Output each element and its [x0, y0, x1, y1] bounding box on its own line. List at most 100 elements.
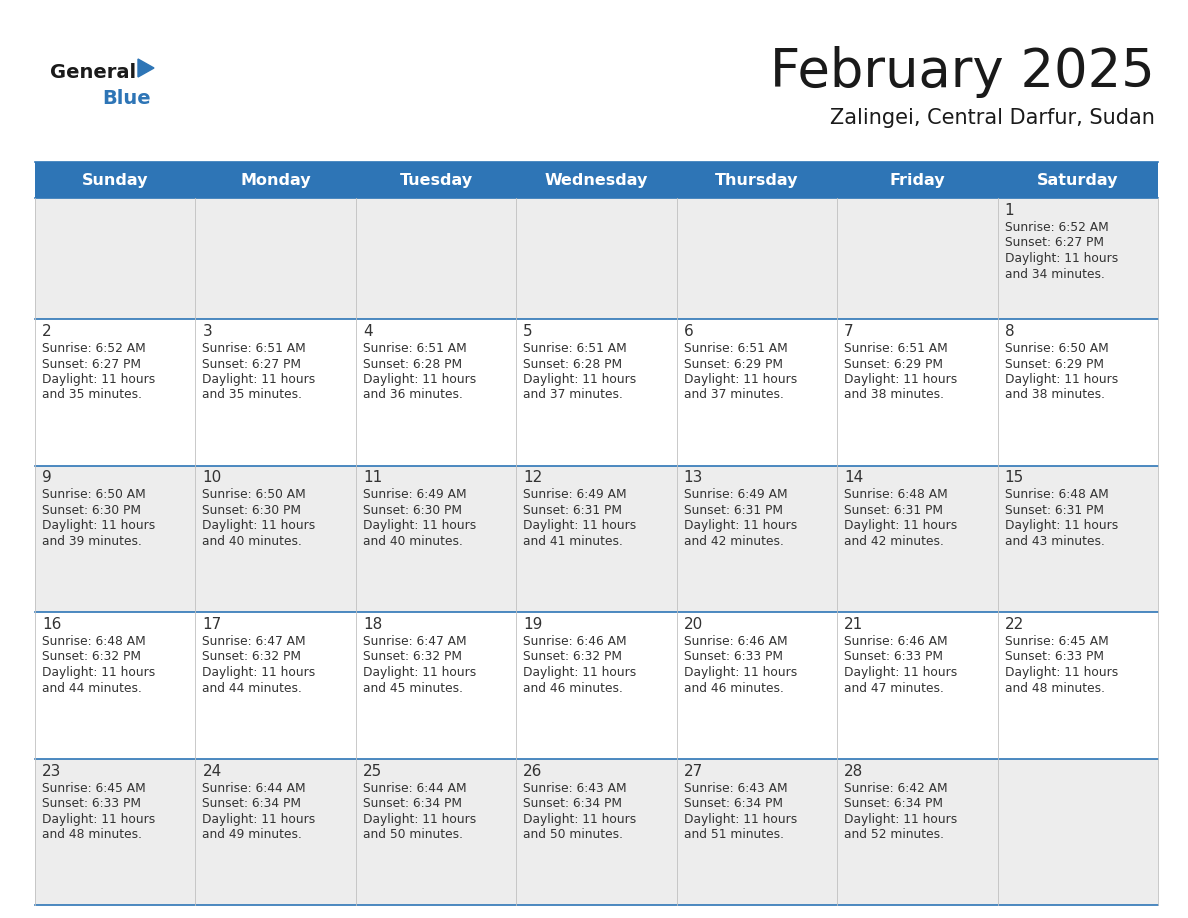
- Bar: [356, 198, 517, 319]
- Text: Daylight: 11 hours: Daylight: 11 hours: [845, 520, 958, 532]
- Text: Sunrise: 6:46 AM: Sunrise: 6:46 AM: [684, 635, 788, 648]
- Bar: [677, 319, 838, 465]
- Text: and 35 minutes.: and 35 minutes.: [42, 388, 143, 401]
- Text: Sunset: 6:34 PM: Sunset: 6:34 PM: [845, 797, 943, 810]
- Text: and 46 minutes.: and 46 minutes.: [523, 681, 624, 695]
- Bar: [517, 319, 677, 465]
- Text: 24: 24: [202, 764, 222, 778]
- Text: Daylight: 11 hours: Daylight: 11 hours: [202, 666, 316, 679]
- Bar: [517, 758, 677, 905]
- Text: and 36 minutes.: and 36 minutes.: [362, 388, 463, 401]
- Bar: [677, 465, 838, 612]
- Text: Sunset: 6:28 PM: Sunset: 6:28 PM: [362, 357, 462, 371]
- Text: Sunrise: 6:52 AM: Sunrise: 6:52 AM: [1005, 221, 1108, 234]
- Text: Sunrise: 6:48 AM: Sunrise: 6:48 AM: [1005, 488, 1108, 501]
- Text: 21: 21: [845, 617, 864, 632]
- Bar: [34, 319, 196, 465]
- Text: and 38 minutes.: and 38 minutes.: [1005, 388, 1105, 401]
- Bar: [356, 758, 517, 905]
- Text: 15: 15: [1005, 471, 1024, 486]
- Text: Sunset: 6:30 PM: Sunset: 6:30 PM: [362, 504, 462, 517]
- Text: Tuesday: Tuesday: [399, 173, 473, 187]
- Text: and 47 minutes.: and 47 minutes.: [845, 681, 944, 695]
- Text: Sunset: 6:27 PM: Sunset: 6:27 PM: [202, 357, 302, 371]
- Text: Sunset: 6:29 PM: Sunset: 6:29 PM: [684, 357, 783, 371]
- Bar: [34, 465, 196, 612]
- Text: Daylight: 11 hours: Daylight: 11 hours: [684, 812, 797, 825]
- Text: Sunset: 6:34 PM: Sunset: 6:34 PM: [202, 797, 302, 810]
- Text: and 38 minutes.: and 38 minutes.: [845, 388, 944, 401]
- Text: Sunset: 6:28 PM: Sunset: 6:28 PM: [523, 357, 623, 371]
- Text: 13: 13: [684, 471, 703, 486]
- Text: Sunset: 6:32 PM: Sunset: 6:32 PM: [202, 651, 302, 664]
- Text: 19: 19: [523, 617, 543, 632]
- Text: Sunset: 6:33 PM: Sunset: 6:33 PM: [42, 797, 141, 810]
- Text: Daylight: 11 hours: Daylight: 11 hours: [523, 812, 637, 825]
- Text: Sunrise: 6:50 AM: Sunrise: 6:50 AM: [202, 488, 307, 501]
- Text: Sunset: 6:32 PM: Sunset: 6:32 PM: [523, 651, 623, 664]
- Bar: [998, 198, 1158, 319]
- Text: 2: 2: [42, 324, 51, 339]
- Text: Daylight: 11 hours: Daylight: 11 hours: [42, 373, 156, 386]
- Text: Daylight: 11 hours: Daylight: 11 hours: [845, 812, 958, 825]
- Text: 10: 10: [202, 471, 222, 486]
- Text: Sunrise: 6:43 AM: Sunrise: 6:43 AM: [684, 781, 788, 794]
- Text: 25: 25: [362, 764, 383, 778]
- Text: Sunrise: 6:52 AM: Sunrise: 6:52 AM: [42, 342, 146, 355]
- Text: Sunrise: 6:51 AM: Sunrise: 6:51 AM: [845, 342, 948, 355]
- Text: Daylight: 11 hours: Daylight: 11 hours: [42, 520, 156, 532]
- Text: Sunset: 6:34 PM: Sunset: 6:34 PM: [362, 797, 462, 810]
- Text: Sunrise: 6:45 AM: Sunrise: 6:45 AM: [42, 781, 146, 794]
- Bar: [356, 319, 517, 465]
- Text: Sunrise: 6:44 AM: Sunrise: 6:44 AM: [362, 781, 467, 794]
- Text: Daylight: 11 hours: Daylight: 11 hours: [362, 812, 476, 825]
- Bar: [196, 319, 356, 465]
- Text: Sunrise: 6:50 AM: Sunrise: 6:50 AM: [1005, 342, 1108, 355]
- Bar: [196, 758, 356, 905]
- Text: and 41 minutes.: and 41 minutes.: [523, 535, 624, 548]
- Text: Saturday: Saturday: [1037, 173, 1119, 187]
- Text: Daylight: 11 hours: Daylight: 11 hours: [845, 666, 958, 679]
- Text: and 46 minutes.: and 46 minutes.: [684, 681, 784, 695]
- Bar: [677, 758, 838, 905]
- Text: Sunset: 6:31 PM: Sunset: 6:31 PM: [523, 504, 623, 517]
- Text: Daylight: 11 hours: Daylight: 11 hours: [845, 373, 958, 386]
- Text: Sunset: 6:34 PM: Sunset: 6:34 PM: [523, 797, 623, 810]
- Text: Sunset: 6:33 PM: Sunset: 6:33 PM: [1005, 651, 1104, 664]
- Text: Sunrise: 6:49 AM: Sunrise: 6:49 AM: [523, 488, 627, 501]
- Text: 5: 5: [523, 324, 533, 339]
- Bar: [196, 612, 356, 758]
- Text: and 52 minutes.: and 52 minutes.: [845, 828, 944, 841]
- Text: 27: 27: [684, 764, 703, 778]
- Text: Daylight: 11 hours: Daylight: 11 hours: [202, 373, 316, 386]
- Text: Sunrise: 6:48 AM: Sunrise: 6:48 AM: [42, 635, 146, 648]
- Text: Wednesday: Wednesday: [545, 173, 649, 187]
- Text: Sunrise: 6:47 AM: Sunrise: 6:47 AM: [362, 635, 467, 648]
- Text: Sunrise: 6:47 AM: Sunrise: 6:47 AM: [202, 635, 307, 648]
- Text: Daylight: 11 hours: Daylight: 11 hours: [42, 812, 156, 825]
- Bar: [356, 612, 517, 758]
- Text: Sunrise: 6:51 AM: Sunrise: 6:51 AM: [362, 342, 467, 355]
- Text: Daylight: 11 hours: Daylight: 11 hours: [1005, 666, 1118, 679]
- Text: and 44 minutes.: and 44 minutes.: [42, 681, 141, 695]
- Text: Sunrise: 6:45 AM: Sunrise: 6:45 AM: [1005, 635, 1108, 648]
- Text: Sunrise: 6:46 AM: Sunrise: 6:46 AM: [845, 635, 948, 648]
- Bar: [838, 198, 998, 319]
- Text: Daylight: 11 hours: Daylight: 11 hours: [202, 520, 316, 532]
- Text: Sunrise: 6:51 AM: Sunrise: 6:51 AM: [202, 342, 307, 355]
- Text: Daylight: 11 hours: Daylight: 11 hours: [1005, 373, 1118, 386]
- Bar: [517, 198, 677, 319]
- Text: Sunset: 6:31 PM: Sunset: 6:31 PM: [845, 504, 943, 517]
- Text: and 44 minutes.: and 44 minutes.: [202, 681, 302, 695]
- Text: Sunrise: 6:42 AM: Sunrise: 6:42 AM: [845, 781, 948, 794]
- Text: 1: 1: [1005, 203, 1015, 218]
- Text: Daylight: 11 hours: Daylight: 11 hours: [523, 373, 637, 386]
- Text: Sunrise: 6:51 AM: Sunrise: 6:51 AM: [523, 342, 627, 355]
- Text: Sunrise: 6:49 AM: Sunrise: 6:49 AM: [362, 488, 467, 501]
- Text: Zalingei, Central Darfur, Sudan: Zalingei, Central Darfur, Sudan: [830, 108, 1155, 128]
- Text: Daylight: 11 hours: Daylight: 11 hours: [684, 666, 797, 679]
- Text: Sunset: 6:29 PM: Sunset: 6:29 PM: [845, 357, 943, 371]
- Text: and 50 minutes.: and 50 minutes.: [362, 828, 463, 841]
- Bar: [838, 612, 998, 758]
- Bar: [838, 465, 998, 612]
